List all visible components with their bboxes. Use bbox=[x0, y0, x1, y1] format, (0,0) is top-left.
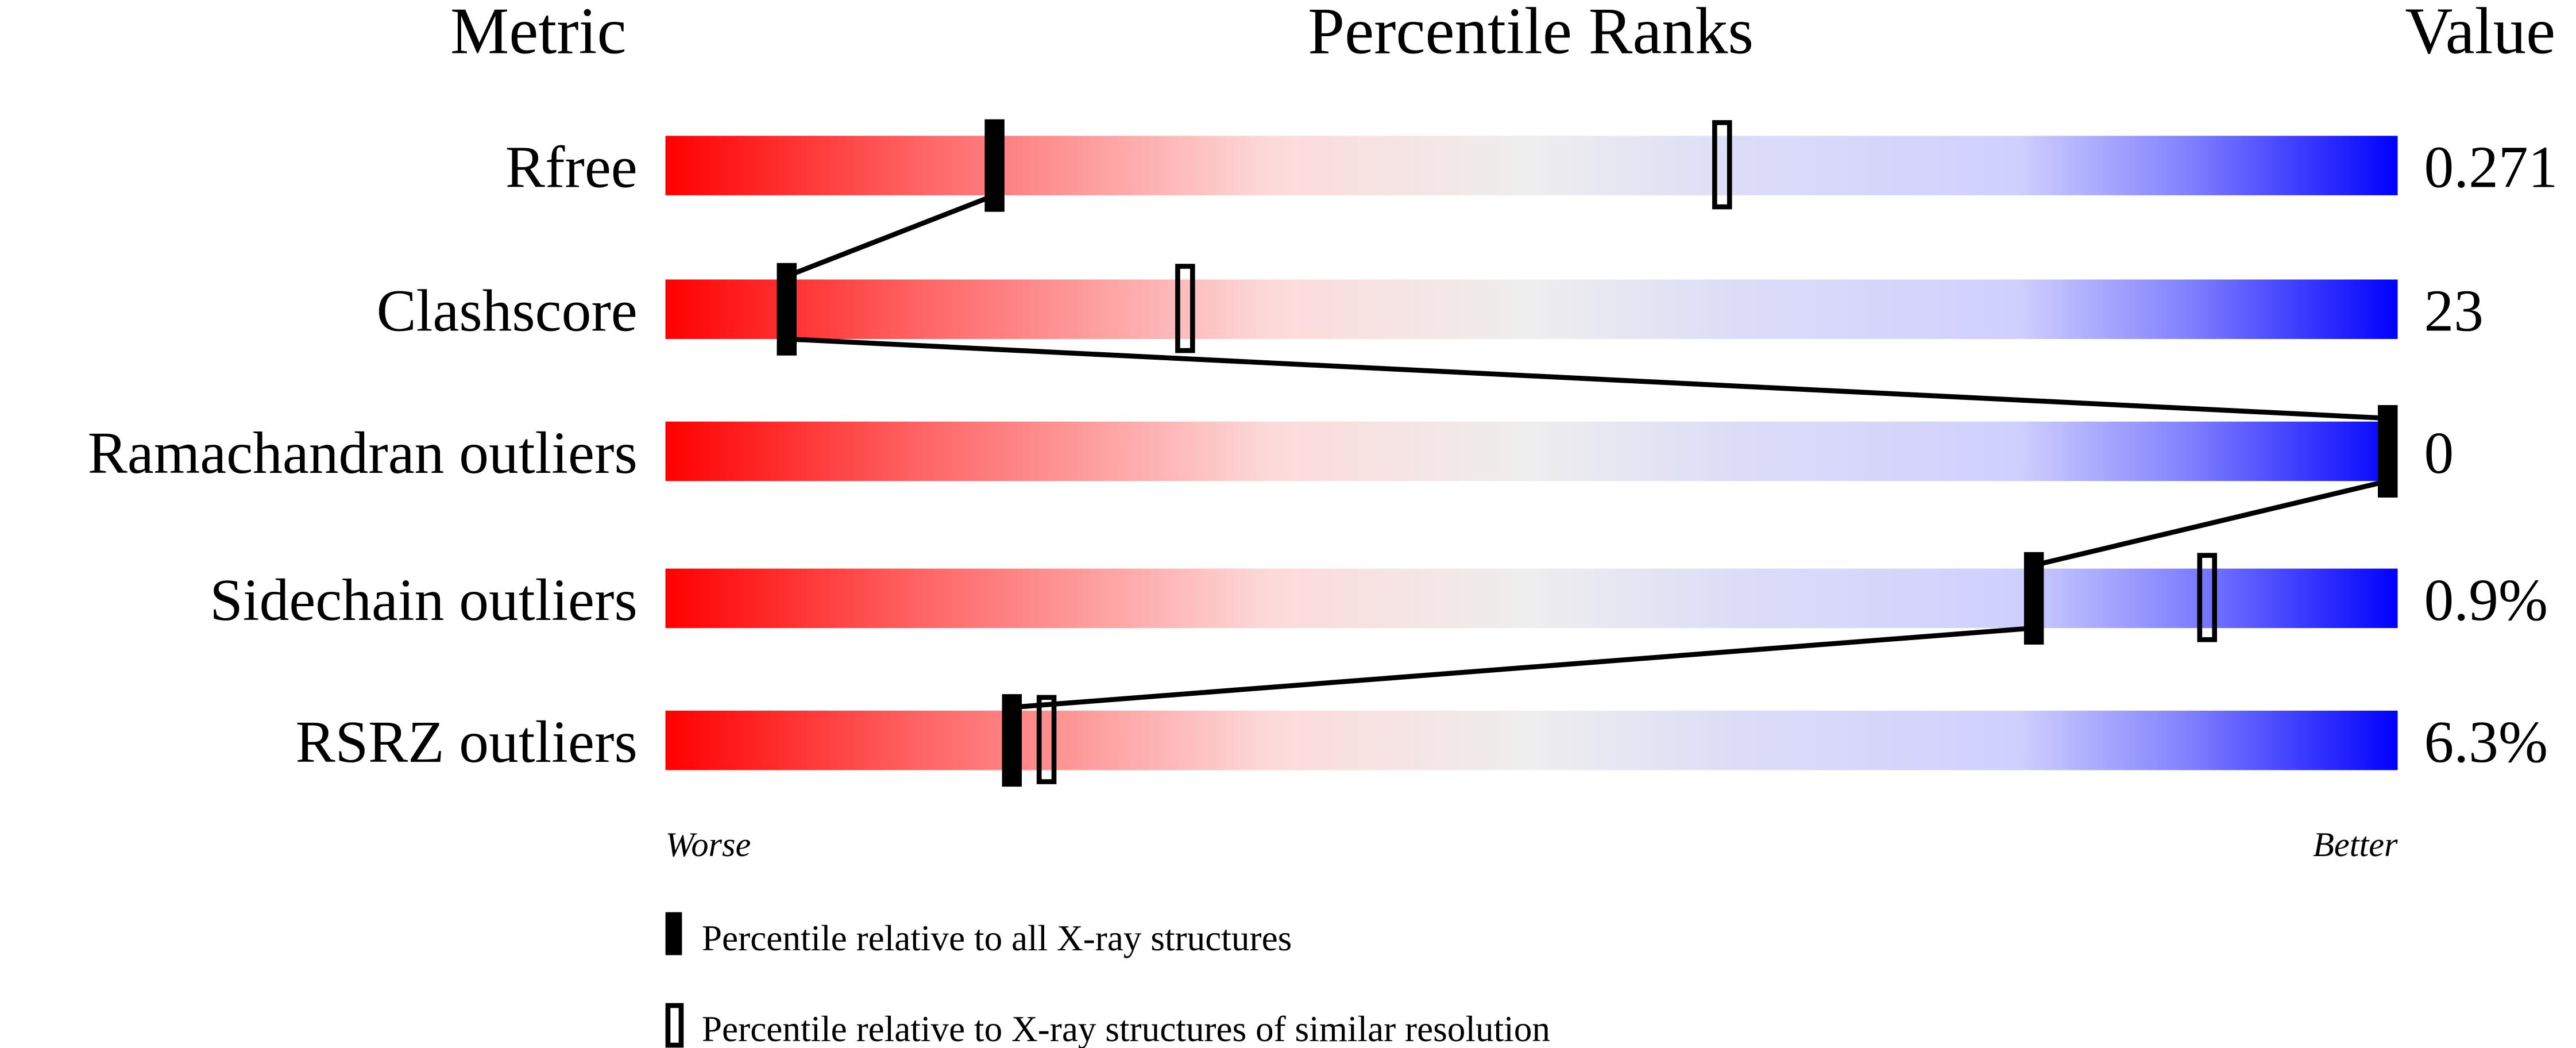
metric-value: 6.3% bbox=[2424, 710, 2548, 775]
legend-hollow-marker bbox=[665, 1003, 684, 1048]
similar-resolution-marker bbox=[2197, 553, 2218, 642]
connector-line bbox=[1011, 625, 2034, 710]
metric-value: 0.9% bbox=[2424, 568, 2548, 633]
connector-line bbox=[786, 192, 996, 279]
all-structures-marker bbox=[777, 263, 797, 356]
similar-resolution-marker bbox=[1712, 120, 1732, 210]
metric-label: Sidechain outliers bbox=[210, 568, 637, 633]
header-percentile-ranks: Percentile Ranks bbox=[1308, 0, 1754, 68]
all-structures-marker bbox=[2378, 405, 2398, 498]
metric-label: RSRZ outliers bbox=[296, 710, 638, 775]
metric-value: 23 bbox=[2424, 279, 2484, 344]
all-structures-marker bbox=[2023, 552, 2044, 645]
metric-label: Rfree bbox=[505, 135, 638, 201]
percentile-bar bbox=[665, 421, 2398, 481]
percentile-bar bbox=[665, 279, 2398, 339]
header-value: Value bbox=[2405, 0, 2555, 68]
legend-filled-marker bbox=[665, 912, 682, 955]
percentile-bar bbox=[665, 710, 2398, 770]
metric-label: Clashscore bbox=[377, 279, 638, 344]
connector-line bbox=[786, 336, 2388, 421]
metric-value: 0.271 bbox=[2424, 135, 2558, 201]
all-structures-marker bbox=[1002, 694, 1022, 787]
similar-resolution-marker bbox=[1036, 695, 1057, 784]
axis-better-label: Better bbox=[2313, 826, 2398, 864]
legend-filled-label: Percentile relative to all X-ray structu… bbox=[702, 918, 1292, 958]
axis-worse-label: Worse bbox=[666, 826, 751, 864]
metric-value: 0 bbox=[2424, 421, 2454, 486]
similar-resolution-marker bbox=[1175, 264, 1195, 353]
percentile-bar bbox=[665, 568, 2398, 629]
header-metric: Metric bbox=[450, 0, 627, 68]
percentile-bar bbox=[665, 136, 2398, 195]
all-structures-marker bbox=[984, 119, 1005, 212]
connector-line bbox=[2033, 479, 2389, 568]
metric-label: Ramachandran outliers bbox=[88, 421, 638, 486]
legend-hollow-label: Percentile relative to X-ray structures … bbox=[702, 1009, 1550, 1048]
